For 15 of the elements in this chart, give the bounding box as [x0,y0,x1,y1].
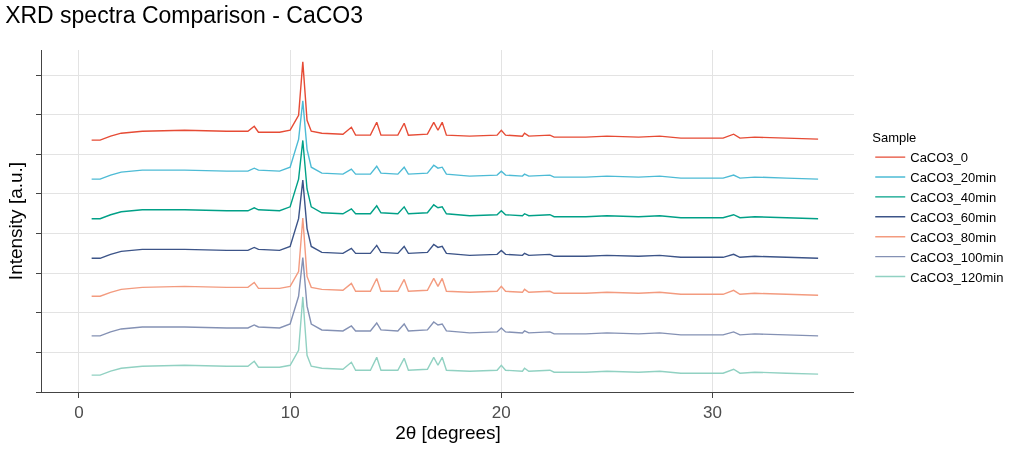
y-axis-title: Intensity [a.u.] [4,161,26,281]
x-tick-label: 10 [280,403,300,423]
legend-label: CaCO3_120min [910,269,1004,285]
legend-label: CaCO3_80min [910,229,997,245]
x-axis-title: 2θ [degrees] [395,422,501,444]
x-tick-label: 20 [491,403,511,423]
legend-label: CaCO3_40min [910,189,997,205]
x-tick-label: 30 [703,403,722,423]
legend-label: CaCO3_100min [910,249,1004,265]
legend-label: CaCO3_60min [910,209,997,225]
legend-label: CaCO3_0 [910,150,969,166]
x-tick-label: 0 [74,403,84,423]
legend-label: CaCO3_20min [910,170,997,186]
chart-title: XRD spectra Comparison - CaCO3 [5,1,364,28]
legend-title: Sample [872,130,917,146]
